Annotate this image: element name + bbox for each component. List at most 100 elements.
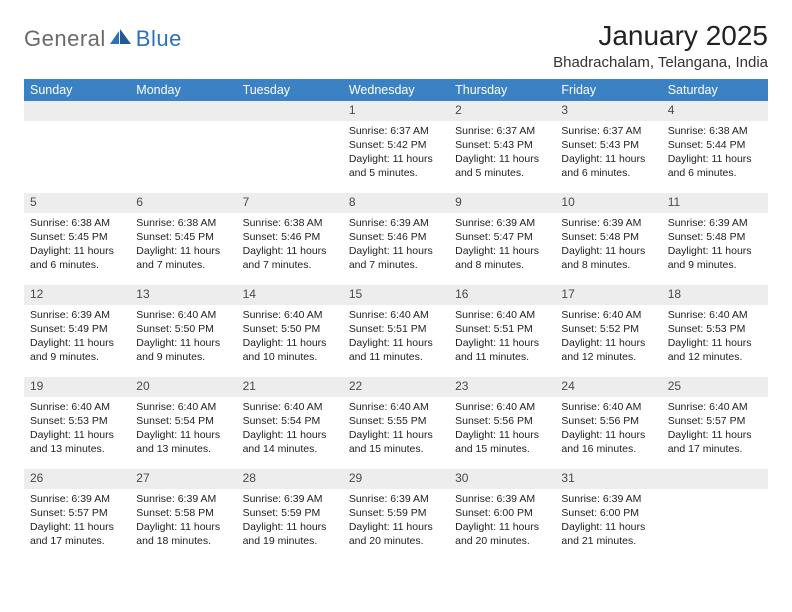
daylight-line: Daylight: 11 hours and 19 minutes. [243, 520, 337, 548]
sunset-line: Sunset: 5:43 PM [455, 138, 549, 152]
sunset-line: Sunset: 5:52 PM [561, 322, 655, 336]
daylight-line: Daylight: 11 hours and 5 minutes. [349, 152, 443, 180]
sunrise-line: Sunrise: 6:40 AM [243, 308, 337, 322]
sunset-line: Sunset: 5:45 PM [136, 230, 230, 244]
calendar-cell: 30Sunrise: 6:39 AMSunset: 6:00 PMDayligh… [449, 469, 555, 561]
calendar-cell: 21Sunrise: 6:40 AMSunset: 5:54 PMDayligh… [237, 377, 343, 469]
day-number: 23 [449, 377, 555, 397]
day-details: Sunrise: 6:39 AMSunset: 5:58 PMDaylight:… [130, 489, 236, 553]
daylight-line: Daylight: 11 hours and 18 minutes. [136, 520, 230, 548]
day-details [662, 489, 768, 496]
calendar-cell: 29Sunrise: 6:39 AMSunset: 5:59 PMDayligh… [343, 469, 449, 561]
sunset-line: Sunset: 6:00 PM [561, 506, 655, 520]
daylight-line: Daylight: 11 hours and 11 minutes. [349, 336, 443, 364]
day-number: 19 [24, 377, 130, 397]
day-details: Sunrise: 6:37 AMSunset: 5:43 PMDaylight:… [555, 121, 661, 185]
sunset-line: Sunset: 5:43 PM [561, 138, 655, 152]
calendar-cell: 20Sunrise: 6:40 AMSunset: 5:54 PMDayligh… [130, 377, 236, 469]
sunrise-line: Sunrise: 6:39 AM [30, 308, 124, 322]
calendar-cell: 31Sunrise: 6:39 AMSunset: 6:00 PMDayligh… [555, 469, 661, 561]
sunrise-line: Sunrise: 6:38 AM [30, 216, 124, 230]
calendar-week-row: 26Sunrise: 6:39 AMSunset: 5:57 PMDayligh… [24, 469, 768, 561]
day-details: Sunrise: 6:38 AMSunset: 5:46 PMDaylight:… [237, 213, 343, 277]
day-header: Wednesday [343, 79, 449, 101]
day-details: Sunrise: 6:39 AMSunset: 5:47 PMDaylight:… [449, 213, 555, 277]
day-number: 18 [662, 285, 768, 305]
sunrise-line: Sunrise: 6:39 AM [668, 216, 762, 230]
sunrise-line: Sunrise: 6:40 AM [561, 308, 655, 322]
calendar-cell: 19Sunrise: 6:40 AMSunset: 5:53 PMDayligh… [24, 377, 130, 469]
day-number: 31 [555, 469, 661, 489]
daylight-line: Daylight: 11 hours and 20 minutes. [455, 520, 549, 548]
daylight-line: Daylight: 11 hours and 17 minutes. [30, 520, 124, 548]
calendar-cell [662, 469, 768, 561]
day-number: 10 [555, 193, 661, 213]
sunrise-line: Sunrise: 6:40 AM [455, 400, 549, 414]
day-number: 6 [130, 193, 236, 213]
day-details: Sunrise: 6:40 AMSunset: 5:53 PMDaylight:… [24, 397, 130, 461]
sunrise-line: Sunrise: 6:40 AM [136, 308, 230, 322]
sunrise-line: Sunrise: 6:37 AM [349, 124, 443, 138]
day-details: Sunrise: 6:37 AMSunset: 5:42 PMDaylight:… [343, 121, 449, 185]
calendar-cell: 23Sunrise: 6:40 AMSunset: 5:56 PMDayligh… [449, 377, 555, 469]
daylight-line: Daylight: 11 hours and 8 minutes. [455, 244, 549, 272]
daylight-line: Daylight: 11 hours and 8 minutes. [561, 244, 655, 272]
daylight-line: Daylight: 11 hours and 9 minutes. [668, 244, 762, 272]
day-details: Sunrise: 6:39 AMSunset: 5:48 PMDaylight:… [662, 213, 768, 277]
calendar-week-row: 19Sunrise: 6:40 AMSunset: 5:53 PMDayligh… [24, 377, 768, 469]
sunrise-line: Sunrise: 6:40 AM [349, 308, 443, 322]
day-number: 16 [449, 285, 555, 305]
day-details: Sunrise: 6:40 AMSunset: 5:51 PMDaylight:… [449, 305, 555, 369]
daylight-line: Daylight: 11 hours and 6 minutes. [30, 244, 124, 272]
sunset-line: Sunset: 5:54 PM [136, 414, 230, 428]
sunset-line: Sunset: 5:49 PM [30, 322, 124, 336]
day-number: 7 [237, 193, 343, 213]
sunrise-line: Sunrise: 6:37 AM [561, 124, 655, 138]
calendar-cell: 24Sunrise: 6:40 AMSunset: 5:56 PMDayligh… [555, 377, 661, 469]
sunset-line: Sunset: 5:59 PM [349, 506, 443, 520]
daylight-line: Daylight: 11 hours and 15 minutes. [349, 428, 443, 456]
sunrise-line: Sunrise: 6:39 AM [349, 216, 443, 230]
sunrise-line: Sunrise: 6:40 AM [561, 400, 655, 414]
day-details: Sunrise: 6:40 AMSunset: 5:54 PMDaylight:… [237, 397, 343, 461]
calendar-week-row: 5Sunrise: 6:38 AMSunset: 5:45 PMDaylight… [24, 193, 768, 285]
day-details: Sunrise: 6:40 AMSunset: 5:56 PMDaylight:… [449, 397, 555, 461]
sunset-line: Sunset: 5:56 PM [455, 414, 549, 428]
day-number: 2 [449, 101, 555, 121]
day-header: Friday [555, 79, 661, 101]
day-number: 24 [555, 377, 661, 397]
day-number: 8 [343, 193, 449, 213]
day-details: Sunrise: 6:39 AMSunset: 6:00 PMDaylight:… [449, 489, 555, 553]
sunset-line: Sunset: 5:51 PM [349, 322, 443, 336]
sunset-line: Sunset: 5:46 PM [243, 230, 337, 244]
daylight-line: Daylight: 11 hours and 20 minutes. [349, 520, 443, 548]
day-header: Saturday [662, 79, 768, 101]
sunrise-line: Sunrise: 6:40 AM [30, 400, 124, 414]
month-title: January 2025 [553, 20, 768, 52]
day-details: Sunrise: 6:40 AMSunset: 5:52 PMDaylight:… [555, 305, 661, 369]
sunset-line: Sunset: 5:48 PM [561, 230, 655, 244]
day-details: Sunrise: 6:40 AMSunset: 5:50 PMDaylight:… [237, 305, 343, 369]
calendar-cell: 25Sunrise: 6:40 AMSunset: 5:57 PMDayligh… [662, 377, 768, 469]
daylight-line: Daylight: 11 hours and 7 minutes. [243, 244, 337, 272]
day-details [130, 121, 236, 128]
sunrise-line: Sunrise: 6:40 AM [455, 308, 549, 322]
day-number: 28 [237, 469, 343, 489]
daylight-line: Daylight: 11 hours and 9 minutes. [30, 336, 124, 364]
calendar-cell: 22Sunrise: 6:40 AMSunset: 5:55 PMDayligh… [343, 377, 449, 469]
sunset-line: Sunset: 5:47 PM [455, 230, 549, 244]
sunset-line: Sunset: 5:50 PM [136, 322, 230, 336]
day-number: 26 [24, 469, 130, 489]
daylight-line: Daylight: 11 hours and 7 minutes. [349, 244, 443, 272]
calendar-cell: 13Sunrise: 6:40 AMSunset: 5:50 PMDayligh… [130, 285, 236, 377]
day-details: Sunrise: 6:37 AMSunset: 5:43 PMDaylight:… [449, 121, 555, 185]
calendar-week-row: 12Sunrise: 6:39 AMSunset: 5:49 PMDayligh… [24, 285, 768, 377]
day-details: Sunrise: 6:39 AMSunset: 5:48 PMDaylight:… [555, 213, 661, 277]
calendar-cell: 4Sunrise: 6:38 AMSunset: 5:44 PMDaylight… [662, 101, 768, 193]
daylight-line: Daylight: 11 hours and 9 minutes. [136, 336, 230, 364]
sunrise-line: Sunrise: 6:39 AM [30, 492, 124, 506]
calendar-cell: 3Sunrise: 6:37 AMSunset: 5:43 PMDaylight… [555, 101, 661, 193]
sunset-line: Sunset: 5:51 PM [455, 322, 549, 336]
day-number: 11 [662, 193, 768, 213]
day-number: 29 [343, 469, 449, 489]
